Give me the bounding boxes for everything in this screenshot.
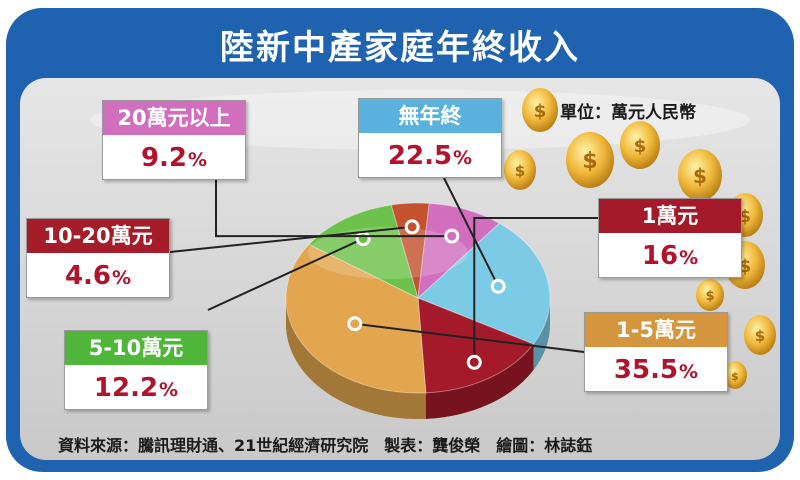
callout-20plus: 20萬元以上 9.2%: [102, 100, 246, 180]
source-credit: 資料來源：騰訊理財通、21世紀經濟研究院 製表：龔俊榮 繪圖：林誌鈺: [58, 436, 593, 455]
unit-label: 單位：萬元人民幣: [560, 103, 696, 123]
callout-category: 1-5萬元: [585, 313, 727, 347]
leader-line-5-10: [207, 237, 364, 311]
percent-sign: %: [679, 247, 699, 269]
coin-icon: $: [504, 150, 536, 190]
pie-slice-20plus: [417, 202, 501, 300]
callout-1-5: 1-5萬元 35.5%: [584, 312, 728, 392]
slice-marker-10-20: [404, 219, 420, 235]
pie-slice-1: [417, 297, 535, 394]
svg-text:$: $: [515, 162, 525, 180]
callout-category: 10-20萬元: [27, 219, 169, 253]
pie-slice-no-bonus: [417, 222, 551, 345]
svg-text:$: $: [731, 370, 739, 383]
value-number: 35.5: [613, 355, 679, 385]
callout-value: 35.5%: [585, 347, 727, 393]
value-number: 4.6: [64, 261, 111, 291]
callout-category: 1萬元: [599, 199, 741, 233]
svg-text:$: $: [634, 136, 647, 157]
callout-value: 16%: [599, 233, 741, 279]
svg-text:$: $: [582, 149, 597, 174]
chart-title: 陸新中產家庭年終收入: [220, 28, 580, 68]
value-number: 16: [641, 241, 679, 271]
coin-icon: $: [620, 121, 660, 169]
leader-line-20plus: [215, 180, 452, 238]
leader-line-1-5: [354, 322, 585, 353]
callout-value: 9.2%: [103, 135, 245, 181]
leader-line-1: [473, 217, 598, 363]
callout-5-10: 5-10萬元 12.2%: [64, 330, 208, 410]
pie-side-1: [425, 344, 534, 419]
slice-marker-no-bonus: [490, 278, 506, 294]
svg-text:$: $: [705, 289, 714, 304]
callout-value: 22.5%: [359, 133, 501, 179]
callout-no-bonus: 無年終 22.5%: [358, 98, 502, 178]
callout-10-20: 10-20萬元 4.6%: [26, 218, 170, 298]
svg-text:$: $: [739, 207, 751, 227]
slice-marker-1-5: [347, 316, 363, 332]
callout-value: 4.6%: [27, 253, 169, 299]
callout-category: 20萬元以上: [103, 101, 245, 135]
callout-value: 12.2%: [65, 365, 207, 411]
coin-icon: $: [566, 132, 614, 188]
pie-slice-10-20: [390, 202, 430, 299]
coin-icon: $: [723, 361, 747, 389]
pie-side-1-5: [286, 298, 426, 419]
coin-icon: $: [522, 88, 558, 132]
callout-category: 5-10萬元: [65, 331, 207, 365]
coin-icon: $: [744, 315, 776, 355]
svg-text:$: $: [693, 164, 707, 188]
value-number: 9.2: [140, 143, 187, 173]
callout-leaders: [169, 177, 598, 370]
percent-sign: %: [112, 267, 132, 289]
pie-gloss: [308, 227, 468, 279]
value-number: 22.5: [387, 141, 453, 171]
percent-sign: %: [159, 379, 179, 401]
slice-marker-20plus: [444, 228, 460, 244]
percent-sign: %: [679, 361, 699, 383]
leader-line-no-bonus: [443, 177, 500, 287]
leader-line-10-20: [169, 225, 413, 253]
svg-text:$: $: [534, 101, 547, 122]
slice-marker-5-10: [355, 231, 371, 247]
callout-category: 無年終: [359, 99, 501, 133]
coin-icon: $: [678, 149, 722, 201]
pie-side-no-bonus: [533, 298, 550, 371]
percent-sign: %: [453, 147, 473, 169]
callout-1: 1萬元 16%: [598, 198, 742, 278]
slice-marker-1: [466, 354, 482, 370]
coin-icon: $: [696, 279, 724, 311]
svg-text:$: $: [755, 327, 765, 345]
percent-sign: %: [188, 149, 208, 171]
value-number: 12.2: [93, 373, 159, 403]
